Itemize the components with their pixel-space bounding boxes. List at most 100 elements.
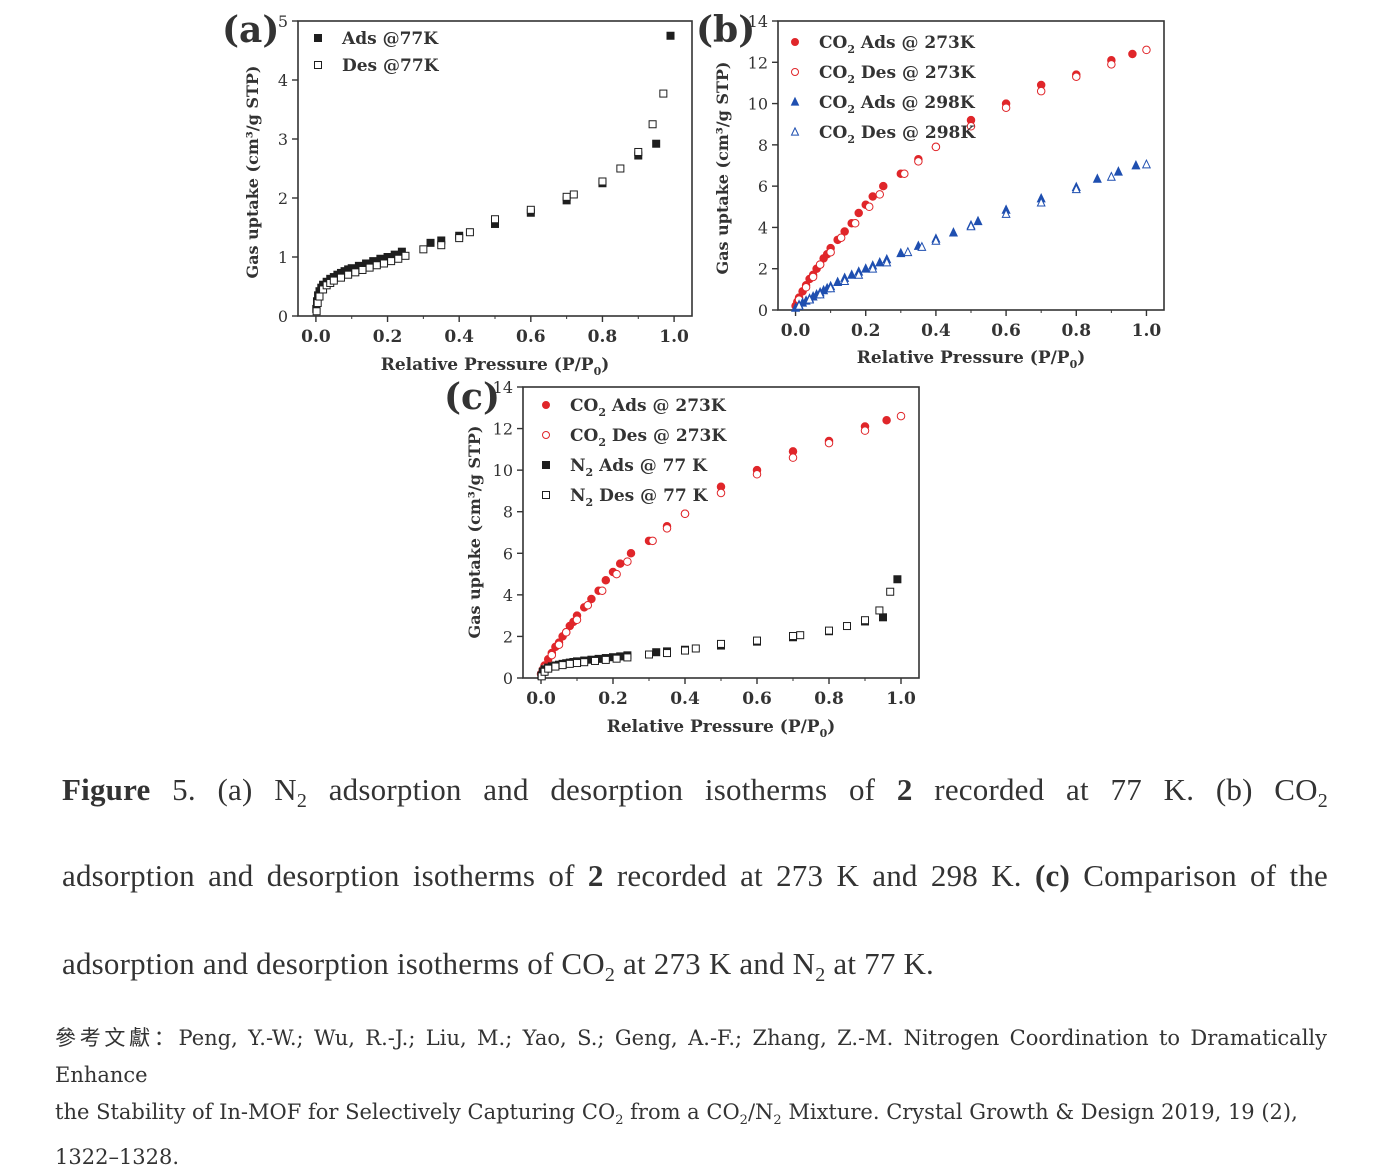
data-point — [840, 227, 849, 236]
legend-marker — [791, 38, 799, 46]
data-point — [893, 575, 902, 584]
data-point — [351, 268, 360, 277]
data-point — [789, 632, 797, 641]
legend-label: CO2 Ads @ 273K — [819, 33, 976, 56]
data-point — [973, 215, 983, 226]
legend-marker — [542, 461, 550, 469]
caption-figure-label: Figure — [62, 772, 151, 807]
x-tick-label: 0.2 — [373, 327, 403, 347]
caption-text: adsorption and desorption isotherms of C… — [62, 946, 605, 981]
data-point — [615, 559, 625, 568]
caption-panel-ref: (c) — [1035, 858, 1071, 893]
series-2 — [312, 89, 668, 316]
x-tick-label: 0.0 — [781, 321, 811, 341]
data-point — [896, 247, 906, 258]
x-tick-label: 0.4 — [921, 321, 951, 341]
data-point — [796, 631, 805, 640]
data-point — [544, 664, 553, 673]
data-point — [854, 269, 864, 279]
caption-text: recorded at 273 K and 298 K. — [603, 858, 1035, 893]
caption-dot: . — [187, 772, 196, 807]
series-4 — [537, 587, 895, 681]
data-point — [547, 650, 557, 660]
data-point — [419, 245, 428, 254]
x-tick-label: 0.4 — [444, 327, 474, 347]
x-tick-label: 0.6 — [742, 689, 772, 709]
data-point — [558, 661, 567, 670]
y-tick-label: 10 — [748, 95, 768, 114]
data-point — [1131, 159, 1141, 170]
data-point — [1113, 166, 1123, 176]
y-tick-label: 0 — [758, 301, 768, 320]
legend-label: N2 Ads @ 77 K — [570, 456, 708, 479]
caption-line-1: Figure 5. (a) N2 adsorption and desorpti… — [62, 772, 1328, 813]
data-point — [562, 192, 571, 201]
data-point — [663, 649, 671, 658]
reference-text: the Stability of In-MOF for Selectively … — [55, 1100, 616, 1124]
y-tick-label: 4 — [503, 586, 513, 605]
data-point — [914, 157, 923, 166]
data-point — [840, 275, 850, 285]
data-point — [861, 263, 871, 273]
data-point — [1071, 183, 1081, 194]
y-tick-label: 0 — [278, 307, 288, 326]
data-point — [344, 270, 353, 279]
data-point — [394, 254, 403, 263]
y-tick-label: 14 — [493, 378, 513, 397]
y-tick-label: 1 — [278, 248, 288, 267]
y-tick-label: 12 — [748, 53, 768, 72]
y-axis-label: Gas uptake (cm³/g STP) — [713, 62, 732, 275]
data-point — [868, 263, 878, 273]
data-point — [886, 587, 895, 596]
data-point — [801, 283, 811, 292]
chart-panel-3: 0.0 0.2 0.4 0.6 0.8 1.0 0 2 4 6 8 10 12 14(c) Relative… — [444, 376, 920, 740]
data-point — [794, 300, 804, 310]
data-point — [662, 524, 672, 533]
data-point — [616, 164, 625, 173]
data-point — [401, 251, 410, 260]
legend-label: Des @77K — [342, 56, 440, 76]
caption-text: at 77 K. — [825, 946, 935, 981]
data-point — [1141, 158, 1152, 169]
data-point — [1036, 197, 1046, 207]
legend-marker — [542, 431, 550, 439]
x-tick-label: 0.0 — [526, 689, 556, 709]
data-point — [1001, 103, 1011, 112]
data-point — [843, 622, 851, 631]
data-point — [691, 644, 700, 653]
data-point — [1128, 49, 1137, 59]
caption-text: adsorption and desorption isotherms of — [307, 772, 897, 807]
data-point — [717, 639, 725, 648]
data-point — [850, 219, 860, 228]
x-tick-label: 0.6 — [991, 321, 1021, 341]
data-point — [917, 241, 927, 251]
data-point — [752, 470, 762, 479]
reference: 參考文獻：Peng, Y.-W.; Wu, R.-J.; Liu, M.; Ya… — [55, 1020, 1327, 1176]
data-point — [652, 648, 661, 657]
data-point — [875, 190, 885, 199]
data-point — [591, 656, 599, 665]
data-point — [623, 557, 632, 566]
y-tick-label: 6 — [503, 544, 513, 563]
y-axis-label: Gas uptake (cm³/g STP) — [243, 66, 262, 279]
panel-label: (c) — [444, 376, 500, 418]
data-point — [583, 601, 593, 610]
x-axis-label: Relative Pressure (P/P0) — [607, 717, 836, 740]
legend-marker — [791, 68, 799, 76]
reference-text: from a CO — [623, 1100, 740, 1124]
data-point — [861, 616, 869, 625]
data-point — [875, 606, 884, 615]
data-point — [931, 235, 941, 245]
data-point — [315, 292, 324, 301]
x-tick-label: 1.0 — [1132, 321, 1162, 341]
data-point — [666, 31, 675, 40]
data-point — [626, 549, 636, 558]
data-point — [864, 202, 874, 212]
series-2 — [540, 411, 906, 672]
data-point — [565, 659, 574, 668]
series-1 — [791, 49, 1137, 311]
data-point — [948, 227, 959, 237]
data-point — [815, 288, 825, 299]
data-point — [313, 299, 322, 308]
